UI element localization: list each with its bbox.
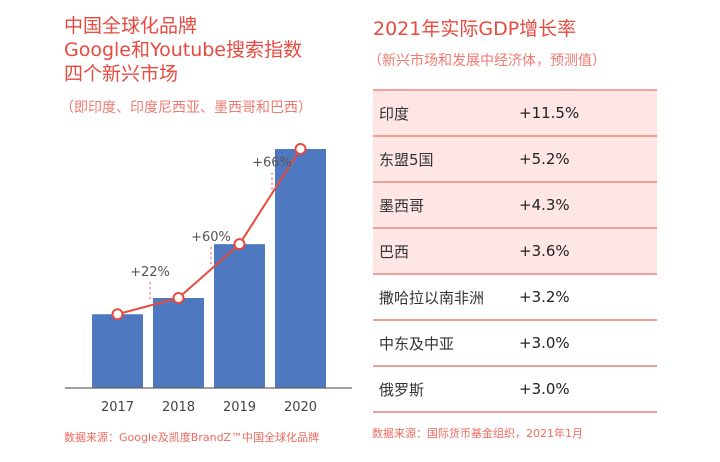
growth-label: +60% — [191, 230, 231, 245]
left-subtitle: （即印度、印度尼西亚、墨西哥和巴西） — [60, 100, 312, 116]
growth-line — [117, 148, 302, 316]
data-point — [172, 292, 185, 305]
bar-line-chart: 2017 2018 2019 2020 +22% +60% +66% — [65, 143, 352, 415]
growth-value: +3.6% — [519, 242, 570, 260]
region-name: 巴西 — [379, 242, 410, 261]
table-row: 俄罗斯 +3.0% — [373, 367, 657, 413]
bar-2017 — [92, 314, 143, 388]
x-tick-label: 2017 — [101, 400, 134, 415]
growth-label: +66% — [252, 156, 292, 171]
bar-2018 — [153, 298, 204, 388]
x-tick-label: 2018 — [162, 400, 195, 415]
gdp-table: 印度 +11.5% 东盟5国 +5.2% 墨西哥 +4.3% 巴西 +3.6% 撒哈拉以… — [373, 89, 657, 413]
region-name: 中东及中亚 — [379, 334, 455, 353]
growth-value: +3.0% — [519, 380, 570, 398]
title-line: Google和Youtube搜索指数 — [64, 39, 302, 61]
growth-label: +22% — [130, 265, 170, 280]
x-tick-label: 2019 — [223, 400, 256, 415]
growth-value: +4.3% — [519, 196, 570, 214]
table-row: 中东及中亚 +3.0% — [373, 321, 657, 367]
data-point — [111, 308, 124, 321]
region-name: 墨西哥 — [379, 196, 425, 215]
right-title: 2021年实际GDP增长率 — [373, 18, 577, 40]
table-row: 东盟5国 +5.2% — [373, 137, 657, 183]
region-name: 东盟5国 — [379, 150, 434, 169]
left-title: 中国全球化品牌 Google和Youtube搜索指数 四个新兴市场 — [64, 14, 302, 86]
growth-value: +5.2% — [519, 150, 570, 168]
title-line: 中国全球化品牌 — [64, 15, 198, 37]
growth-value: +3.2% — [519, 288, 570, 306]
right-subtitle: （新兴市场和发展中经济体，预测值） — [368, 53, 606, 69]
right-source: 数据来源：国际货币基金组织，2021年1月 — [372, 427, 583, 440]
table-row: 墨西哥 +4.3% — [373, 183, 657, 229]
region-name: 俄罗斯 — [379, 380, 425, 399]
table-row: 撒哈拉以南非洲 +3.2% — [373, 275, 657, 321]
title-line: 四个新兴市场 — [64, 63, 179, 85]
data-point — [233, 238, 246, 251]
region-name: 印度 — [379, 104, 410, 123]
bar-2020 — [275, 149, 326, 388]
x-tick-label: 2020 — [284, 400, 317, 415]
bar-2019 — [214, 244, 265, 388]
growth-value: +11.5% — [519, 104, 580, 122]
left-source: 数据来源：Google及凯度BrandZ™中国全球化品牌 — [64, 431, 320, 444]
region-name: 撒哈拉以南非洲 — [379, 288, 485, 307]
table-row: 印度 +11.5% — [373, 91, 657, 137]
table-row: 巴西 +3.6% — [373, 229, 657, 275]
growth-value: +3.0% — [519, 334, 570, 352]
data-point — [294, 143, 307, 155]
